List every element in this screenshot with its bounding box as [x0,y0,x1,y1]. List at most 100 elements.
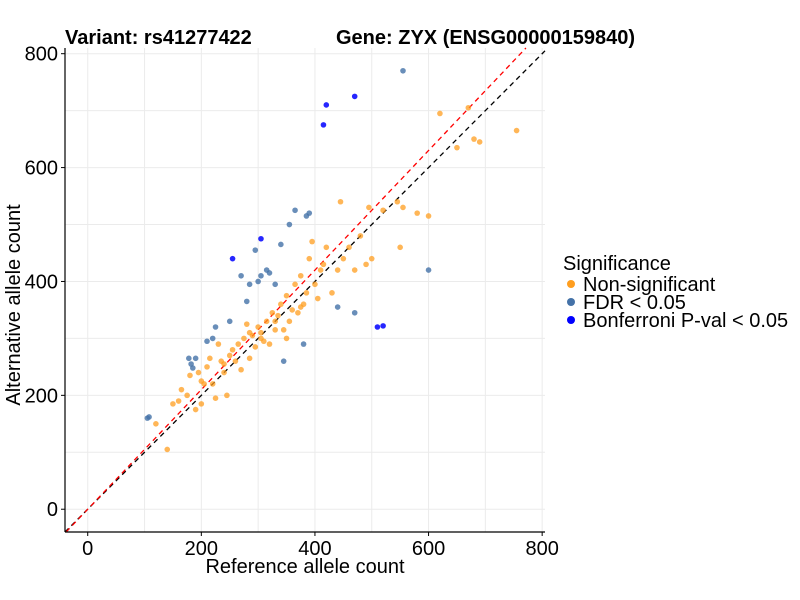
data-point-fdr-0-05 [212,324,219,330]
data-point-non-significant [209,381,216,387]
y-tick-label: 200 [25,385,58,407]
data-point-non-significant [164,446,171,453]
data-point-non-significant [258,335,264,342]
data-point-non-significant [229,346,236,353]
data-point-non-significant [366,204,372,211]
data-point-bonferroni-p-val-0-05 [323,102,330,108]
data-point-fdr-0-05 [186,355,192,362]
data-point-non-significant [278,301,284,308]
legend-marker [567,316,575,324]
data-point-non-significant [513,127,520,134]
data-point-non-significant [178,386,185,393]
x-tick-label: 600 [412,538,445,560]
data-point-non-significant [241,335,247,342]
data-point-non-significant [272,327,278,333]
data-point-non-significant [357,233,364,239]
data-point-non-significant [272,318,278,325]
data-point-fdr-0-05 [272,281,278,288]
data-point-fdr-0-05 [252,247,259,253]
data-point-non-significant [380,207,386,214]
data-point-fdr-0-05 [425,267,432,273]
data-point-non-significant [329,290,335,296]
data-point-fdr-0-05 [226,318,233,325]
data-point-non-significant [346,244,352,251]
data-point-non-significant [221,361,227,367]
data-point-non-significant [235,341,242,347]
data-point-non-significant [297,304,304,310]
data-point-non-significant [368,255,375,262]
y-tick-label: 600 [25,158,58,180]
data-point-fdr-0-05 [280,358,287,364]
legend-title: Significance [563,253,671,275]
data-point-non-significant [221,369,227,376]
data-point-non-significant [198,401,205,407]
data-point-non-significant [306,255,313,262]
data-point-non-significant [280,327,287,333]
data-points [144,67,520,453]
data-point-non-significant [212,395,219,401]
data-point-non-significant [252,344,259,350]
data-point-non-significant [292,281,298,288]
chart-title-gene: Gene: ZYX (ENSG00000159840) [336,27,635,49]
data-point-non-significant [425,213,432,219]
data-point-non-significant [289,307,296,313]
data-point-fdr-0-05 [286,221,293,228]
data-point-non-significant [269,309,276,316]
x-tick-label: 200 [185,538,218,560]
data-point-fdr-0-05 [243,298,250,305]
data-point-non-significant [340,255,347,262]
data-point-fdr-0-05 [266,270,273,276]
legend-label: FDR < 0.05 [583,292,686,314]
grid [65,48,545,532]
data-point-non-significant [207,355,213,362]
data-point-non-significant [323,244,330,251]
data-point-non-significant [312,281,318,288]
legend-marker [567,280,575,288]
data-point-fdr-0-05 [246,281,253,288]
data-point-non-significant [192,406,199,413]
data-point-fdr-0-05 [238,272,244,279]
chart-title-variant: Variant: rs41277422 [65,27,252,49]
data-point-non-significant [204,364,210,370]
data-point-non-significant [476,139,483,145]
data-point-fdr-0-05 [190,365,196,371]
y-tick-label: 800 [25,44,58,66]
x-tick-label: 800 [525,538,558,560]
y-tick-label: 0 [47,499,58,521]
data-point-bonferroni-p-val-0-05 [380,323,386,329]
data-point-bonferroni-p-val-0-05 [320,122,327,128]
y-tick-label: 400 [25,271,58,293]
data-point-fdr-0-05 [292,207,298,214]
data-point-non-significant [337,198,344,205]
data-point-non-significant [454,144,460,151]
data-point-non-significant [266,341,273,347]
data-point-non-significant [246,329,253,336]
legend-label: Bonferroni P-val < 0.05 [583,310,788,332]
data-point-non-significant [246,355,253,362]
data-point-non-significant [297,272,304,279]
data-point-non-significant [314,295,321,302]
data-point-non-significant [215,341,222,347]
y-axis-title: Alternative allele count [3,204,25,406]
data-point-fdr-0-05 [255,278,261,285]
x-tick-label: 0 [82,538,93,560]
data-point-fdr-0-05 [300,341,307,347]
data-point-non-significant [351,267,358,273]
axes: 0 200 400 600 800 0 200 400 600 800 [25,44,559,560]
data-point-non-significant [334,267,341,273]
data-point-fdr-0-05 [334,304,341,310]
data-point-fdr-0-05 [258,272,264,279]
data-point-non-significant [255,324,261,330]
data-point-fdr-0-05 [306,210,313,216]
data-point-non-significant [286,318,293,325]
data-point-non-significant [243,321,250,327]
data-point-bonferroni-p-val-0-05 [258,235,264,242]
data-point-non-significant [295,309,301,316]
data-point-non-significant [397,244,403,251]
data-point-fdr-0-05 [204,338,210,345]
data-point-non-significant [414,210,420,216]
data-point-non-significant [309,238,315,245]
data-point-non-significant [320,261,327,268]
